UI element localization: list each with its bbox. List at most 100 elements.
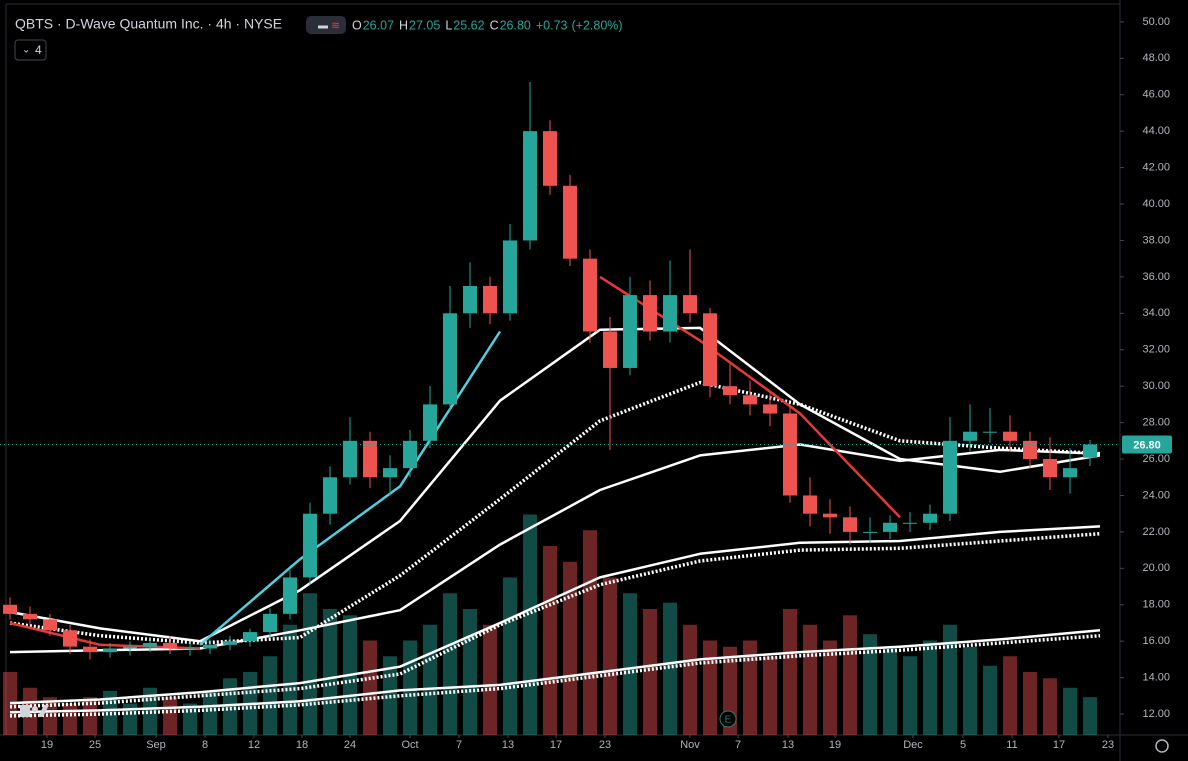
candle-body [683,295,697,314]
volume-bar [1003,656,1017,735]
y-tick-label: 34.00 [1142,307,1170,319]
candle-body [843,517,857,532]
volume-bar [943,624,957,735]
candle-body [743,395,757,405]
change: +0.73 [536,18,568,32]
moving-average [9,629,1101,714]
y-tick-label: 46.00 [1142,89,1170,101]
chart-title: QBTS · D-Wave Quantum Inc. · 4h · NYSE [15,16,282,32]
volume-bar [403,640,417,735]
y-tick-label: 20.00 [1142,562,1170,574]
ohlc-legend: O 26.07 H 27.05 L 25.62 C 26.80 +0.73 (+2.80%) [352,18,623,32]
y-tick-label: 36.00 [1142,271,1170,283]
volume-bar [743,640,757,735]
last-price-label: 26.80 [1133,439,1161,451]
y-tick-label: 28.00 [1142,417,1170,429]
last-price-tag [1122,435,1172,454]
candle-body [663,295,677,332]
y-tick-label: 38.00 [1142,234,1170,246]
x-tick-label: 11 [1006,739,1017,751]
volume-bar [543,546,557,735]
candle-body [123,646,137,649]
candle-body [703,313,717,387]
moving-average [9,531,1101,709]
logo-part [32,706,38,712]
candle-body [423,404,437,441]
ohlc-label: L [445,18,452,32]
ohlc-value: 27.05 [409,18,440,32]
x-tick-label: 7 [456,739,462,751]
candle-body [383,468,397,478]
indicator-toggle[interactable] [14,39,47,61]
candle-body [1003,431,1017,441]
candle-body [1063,468,1077,478]
candle-body [823,513,837,518]
toggle[interactable] [306,16,346,34]
candle-body [103,648,117,653]
volume-bar [863,634,877,735]
candle-body [803,495,817,514]
axes-layer: 12.00 14.00 16.00 18.00 20.00 22.00 24.00 26.00… [0,16,1172,751]
x-tick-label: 5 [960,739,966,751]
logo-part [20,705,30,717]
x-tick-label: 13 [502,739,514,751]
volume-bar [683,624,697,735]
candle-body [923,513,937,523]
volume-bar [263,656,277,735]
candle-body [223,641,237,645]
volume-bar [983,665,997,735]
candle-body [723,386,737,396]
earnings-badge[interactable] [719,710,737,728]
volume-bar [703,640,717,735]
grid-layer [46,21,1124,738]
y-tick-label: 14.00 [1142,672,1170,684]
candle-body [263,613,277,633]
candle-body [463,285,477,314]
candle-body [1043,459,1057,478]
volume-bar [663,602,677,735]
candle-body [443,313,457,405]
volume-bar [883,646,897,735]
ohlc-label: O [352,18,362,32]
x-tick-label: 25 [89,739,101,751]
x-tick-label: 19 [829,739,841,751]
logo [20,705,49,717]
volume-bar [563,561,577,735]
volume-bar [903,656,917,735]
x-tick-label: 17 [550,739,562,751]
candle-body [883,522,897,532]
y-tick-label: 26.00 [1142,453,1170,465]
volume-bar [1043,678,1057,735]
candle-body [323,477,337,514]
candle-body [583,258,597,332]
candle-body [563,185,577,259]
candle-body [983,431,997,433]
x-tick-label: 17 [1053,739,1065,751]
candle-body [1023,440,1037,460]
volume-bar [63,703,77,735]
candle-body [783,413,797,496]
y-tick-label: 30.00 [1142,380,1170,392]
volume-bar [463,609,477,735]
candle-body [23,613,37,620]
volume-bar [823,640,837,735]
y-tick-label: 32.00 [1142,344,1170,356]
x-tick-label: 13 [782,739,794,751]
settings-icon[interactable] [1155,739,1169,753]
candle-body [63,630,77,647]
moving-average [9,525,1101,705]
volume-bar [83,697,97,735]
candle-body [403,440,417,469]
candle-body [763,404,777,414]
y-tick-label: 50.00 [1142,16,1170,28]
y-tick-label: 24.00 [1142,489,1170,501]
x-tick-label: Nov [680,739,700,751]
candle-body [483,285,497,314]
candle-body [283,577,297,614]
moving-average [9,633,1101,718]
volume-bar [503,577,517,735]
volume-bar [923,640,937,735]
candle-body [1083,444,1097,458]
